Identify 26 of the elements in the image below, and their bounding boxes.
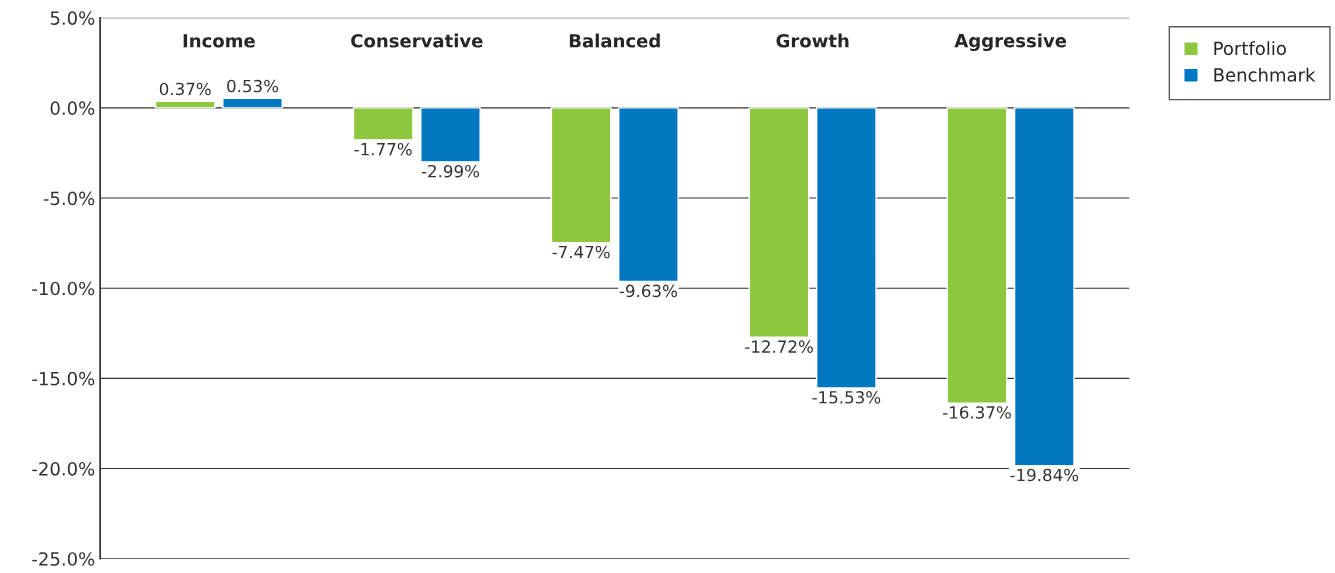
y-tick-label: -5.0% xyxy=(43,191,95,206)
text: -7.47% xyxy=(552,245,610,259)
text: -19.84% xyxy=(1010,468,1079,482)
y-tick-label: -20.0% xyxy=(32,461,95,476)
y-tick-label: -25.0% xyxy=(32,552,95,566)
x-tick-label: Growth xyxy=(776,33,849,48)
text: -16.37% xyxy=(943,406,1011,419)
y-tick-label: 0.0% xyxy=(50,101,95,116)
legend-label: Portfolio xyxy=(1214,41,1286,56)
text: 0.37% xyxy=(159,82,211,96)
x-tick-label: Income xyxy=(183,34,255,48)
x-tick-label: Aggressive xyxy=(954,33,1067,52)
text: -2.99% xyxy=(421,164,480,178)
y-tick-label: -15.0% xyxy=(32,371,95,386)
y-tick-label: 5.0% xyxy=(50,11,95,25)
legend-label: Benchmark xyxy=(1214,67,1316,82)
x-tick-label: Balanced xyxy=(569,33,660,48)
text: -12.72% xyxy=(745,340,813,353)
text: 0.53% xyxy=(227,79,279,93)
bar xyxy=(618,107,679,283)
text: -9.63% xyxy=(619,284,677,298)
x-tick-label: Conservative xyxy=(351,33,483,48)
bar xyxy=(1013,107,1075,467)
y-tick-label: -10.0% xyxy=(32,281,95,296)
text: -15.53% xyxy=(812,391,881,404)
text: -1.77% xyxy=(354,142,412,156)
